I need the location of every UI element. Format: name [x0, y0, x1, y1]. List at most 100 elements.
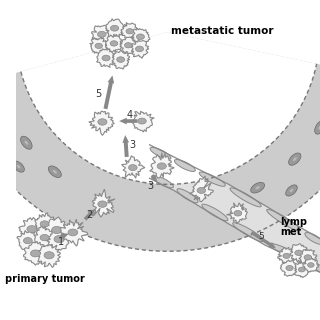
Ellipse shape: [48, 166, 61, 178]
Ellipse shape: [150, 147, 171, 159]
Text: lymp: lymp: [280, 217, 308, 228]
Ellipse shape: [293, 157, 297, 161]
Wedge shape: [0, 32, 320, 251]
Ellipse shape: [110, 25, 119, 31]
Ellipse shape: [298, 267, 305, 272]
Ellipse shape: [136, 34, 144, 40]
Ellipse shape: [23, 237, 32, 244]
Polygon shape: [105, 34, 123, 52]
Text: 5: 5: [259, 232, 264, 241]
Polygon shape: [60, 219, 88, 246]
Polygon shape: [90, 36, 108, 54]
Ellipse shape: [295, 250, 302, 256]
Ellipse shape: [102, 55, 110, 61]
Ellipse shape: [30, 250, 40, 257]
Ellipse shape: [95, 43, 102, 49]
Polygon shape: [149, 145, 320, 276]
FancyArrow shape: [119, 118, 137, 124]
Polygon shape: [106, 19, 124, 38]
Ellipse shape: [124, 43, 132, 48]
Polygon shape: [19, 218, 44, 241]
Ellipse shape: [17, 165, 20, 168]
Ellipse shape: [289, 153, 301, 165]
Polygon shape: [303, 257, 319, 272]
Ellipse shape: [25, 141, 28, 145]
Ellipse shape: [54, 236, 64, 243]
Ellipse shape: [199, 172, 225, 186]
Polygon shape: [150, 153, 174, 178]
Ellipse shape: [40, 235, 49, 241]
Ellipse shape: [40, 221, 49, 227]
FancyArrow shape: [150, 174, 157, 181]
Ellipse shape: [4, 106, 7, 110]
Polygon shape: [294, 262, 309, 277]
Ellipse shape: [20, 136, 32, 149]
Ellipse shape: [304, 255, 312, 260]
Text: 3: 3: [129, 140, 135, 150]
Ellipse shape: [290, 189, 293, 192]
Ellipse shape: [13, 161, 24, 172]
Polygon shape: [36, 245, 60, 268]
Ellipse shape: [157, 163, 166, 169]
Ellipse shape: [117, 57, 124, 62]
Ellipse shape: [318, 125, 320, 130]
Polygon shape: [17, 230, 38, 250]
Text: 2: 2: [86, 210, 93, 220]
Polygon shape: [97, 49, 116, 68]
Ellipse shape: [129, 164, 137, 171]
Ellipse shape: [135, 46, 144, 52]
Ellipse shape: [308, 261, 320, 273]
Text: 5: 5: [95, 89, 101, 99]
Ellipse shape: [27, 226, 37, 233]
Polygon shape: [189, 176, 213, 202]
Ellipse shape: [234, 211, 242, 216]
Ellipse shape: [153, 176, 173, 188]
Text: met: met: [280, 227, 302, 236]
Polygon shape: [35, 226, 55, 249]
Polygon shape: [290, 244, 308, 262]
Polygon shape: [92, 189, 115, 217]
Ellipse shape: [52, 227, 62, 234]
Ellipse shape: [230, 188, 261, 207]
Polygon shape: [277, 247, 295, 264]
Ellipse shape: [98, 119, 107, 125]
Ellipse shape: [267, 209, 300, 231]
Polygon shape: [280, 259, 298, 276]
Polygon shape: [46, 228, 70, 252]
FancyArrow shape: [60, 233, 69, 239]
Text: 4: 4: [127, 110, 133, 120]
Ellipse shape: [126, 28, 133, 34]
Ellipse shape: [177, 189, 198, 203]
FancyArrow shape: [251, 231, 276, 248]
Ellipse shape: [44, 252, 54, 259]
Polygon shape: [131, 39, 149, 58]
Polygon shape: [120, 37, 137, 54]
FancyArrow shape: [103, 76, 114, 109]
Polygon shape: [227, 203, 247, 224]
Text: primary tumor: primary tumor: [5, 274, 84, 284]
Polygon shape: [35, 213, 54, 234]
Ellipse shape: [68, 229, 78, 236]
Ellipse shape: [315, 121, 320, 134]
Ellipse shape: [283, 253, 290, 259]
Ellipse shape: [98, 201, 107, 207]
Polygon shape: [131, 28, 150, 46]
Text: 1: 1: [58, 236, 64, 247]
Polygon shape: [299, 249, 317, 265]
Polygon shape: [112, 50, 130, 69]
Polygon shape: [132, 111, 154, 132]
Ellipse shape: [53, 170, 57, 173]
Ellipse shape: [269, 244, 303, 260]
Polygon shape: [121, 22, 138, 40]
Ellipse shape: [138, 118, 146, 124]
Ellipse shape: [305, 233, 320, 244]
Ellipse shape: [0, 101, 10, 115]
FancyArrow shape: [123, 135, 129, 157]
Ellipse shape: [197, 188, 205, 193]
Ellipse shape: [174, 159, 195, 172]
Ellipse shape: [286, 185, 297, 196]
Ellipse shape: [251, 182, 265, 193]
Text: 3: 3: [148, 181, 154, 191]
FancyArrow shape: [84, 209, 95, 220]
Ellipse shape: [98, 31, 106, 37]
